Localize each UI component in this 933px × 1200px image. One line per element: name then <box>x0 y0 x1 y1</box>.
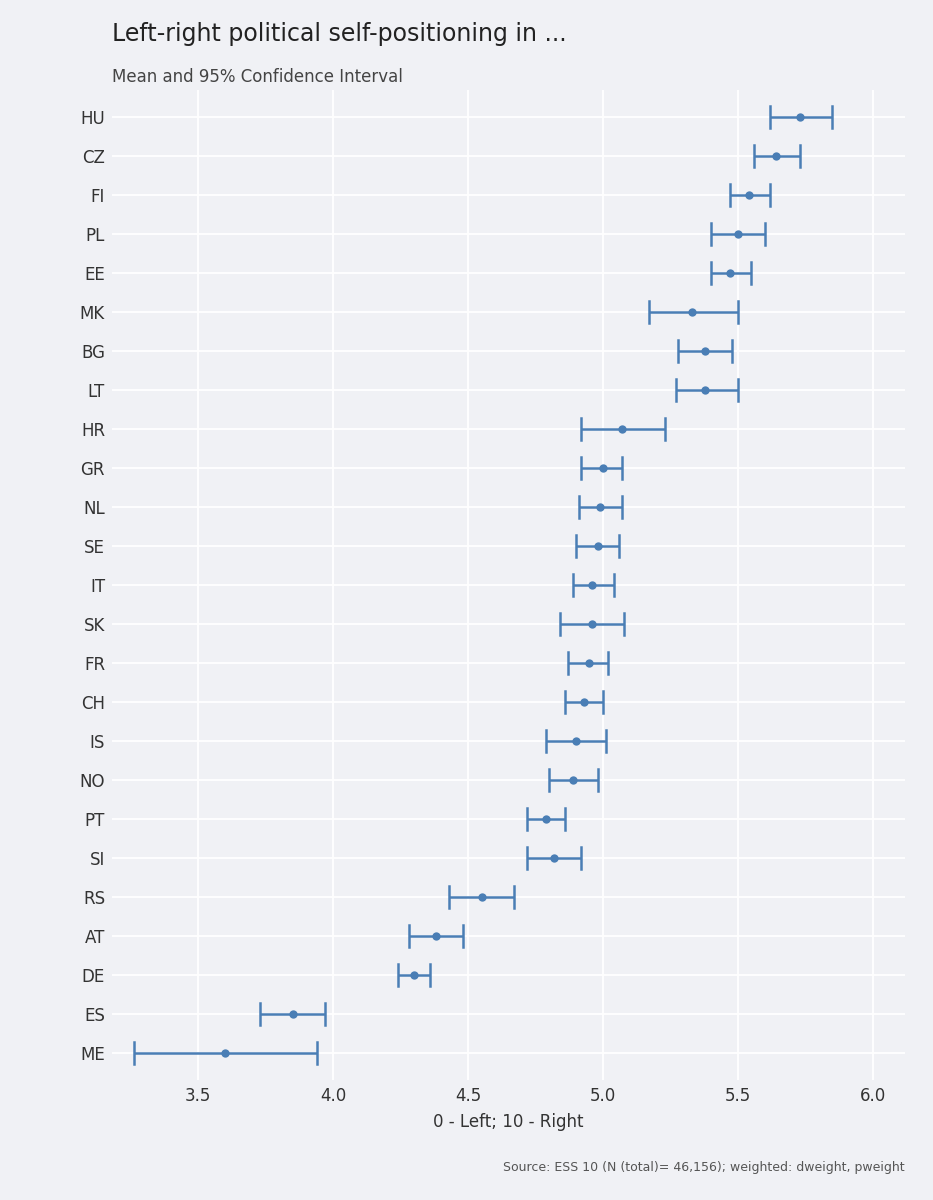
Text: Source: ESS 10 (N (total)= 46,156); weighted: dweight, pweight: Source: ESS 10 (N (total)= 46,156); weig… <box>504 1160 905 1174</box>
X-axis label: 0 - Left; 10 - Right: 0 - Left; 10 - Right <box>433 1114 584 1132</box>
Text: Left-right political self-positioning in ...: Left-right political self-positioning in… <box>112 22 566 46</box>
Text: Mean and 95% Confidence Interval: Mean and 95% Confidence Interval <box>112 68 403 86</box>
